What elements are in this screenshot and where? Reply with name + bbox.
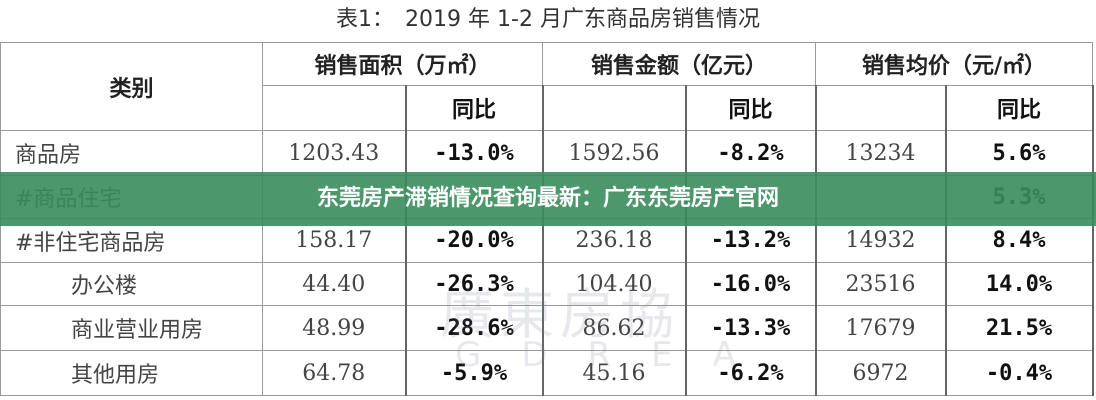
table-cell: 23516 (815, 262, 947, 306)
table-cell: 商品房 (0, 130, 263, 176)
table-cell: -16.0% (684, 262, 817, 306)
watermark: 廣東房協 (440, 283, 680, 346)
table-row: 办公楼 44.40 -26.3% 104.40 -16.0% 23516 14.0% (0, 262, 1094, 306)
table-cell: -0.4% (944, 350, 1094, 396)
table-cell: -6.2% (684, 350, 817, 396)
header-cell (815, 85, 947, 131)
table-cell: -13.3% (684, 305, 817, 351)
table-cell: 44.40 (262, 262, 406, 306)
table-cell: -28.6% (404, 305, 544, 351)
table-cell: 6972 (815, 350, 947, 396)
header-cell (262, 85, 406, 131)
table-cell: 104.40 (542, 262, 687, 306)
table-row: 其他用房 64.78 -5.9% 45.16 -6.2% 6972 -0.4% (0, 350, 1094, 396)
header-cell: 同比 (404, 85, 544, 131)
table-cell: 48.99 (262, 305, 406, 351)
header-cell: 同比 (944, 85, 1094, 131)
table-cell: 13234 (815, 130, 947, 176)
header-cell: 销售均价（元/㎡） (815, 42, 1094, 86)
table-cell: 商业营业用房 (0, 305, 263, 351)
table-cell: -13.0% (404, 130, 544, 176)
header-cell: 同比 (684, 85, 817, 131)
table-cell: -5.9% (404, 350, 544, 396)
header-cell (542, 85, 687, 131)
header-cell: 类别 (0, 42, 263, 131)
table-cell: 14.0% (944, 262, 1094, 306)
banner: 东莞房产滞销情况查询最新：广东东莞房产官网 (0, 172, 1096, 226)
table-cell: 1592.56 (542, 130, 687, 176)
table-cell: 64.78 (262, 350, 406, 396)
table-cell: 办公楼 (0, 262, 263, 306)
table-cell: -26.3% (404, 262, 544, 306)
table-cell: 45.16 (542, 350, 687, 396)
watermark: GDREA (455, 335, 776, 375)
table-cell: 17679 (815, 305, 947, 351)
header-cell: 销售金额（亿元） (542, 42, 817, 86)
table-title: 表1： 2019 年 1-2 月广东商品房销售情况 (336, 7, 760, 32)
table-cell: 其他用房 (0, 350, 263, 396)
header-cell: 销售面积（万㎡） (261, 42, 544, 86)
table-cell: 21.5% (944, 305, 1094, 351)
table-cell: 5.6% (944, 130, 1094, 176)
table-cell: 1203.43 (262, 130, 406, 176)
table-row: 商业营业用房 48.99 -28.6% 86.62 -13.3% 17679 21.5% (0, 305, 1094, 351)
table-row: 商品房 1203.43 -13.0% 1592.56 -8.2% 13234 5.6% (0, 130, 1094, 176)
table-cell: -8.2% (684, 130, 817, 176)
